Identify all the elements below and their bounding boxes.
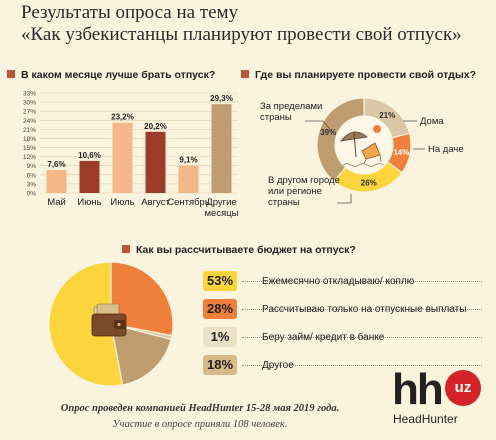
y-tick-label: 6% <box>27 172 37 179</box>
bar <box>112 122 133 193</box>
beach-illustration <box>335 116 393 174</box>
bar <box>46 169 67 193</box>
bullet-icon <box>7 70 15 78</box>
budget-pct-other: 18% <box>203 355 237 375</box>
y-tick-label: 9% <box>27 163 37 170</box>
row-divider <box>242 365 482 366</box>
row-divider <box>242 309 482 310</box>
bar-value-label: 7,6% <box>47 160 65 169</box>
bar-chart-value-labels: 7,6% 10,6% 23,2% 20,2% 9,1% 29,3% <box>47 94 232 169</box>
budget-chart-title: Как вы рассчитываете бюджет на отпуск? <box>136 244 356 256</box>
budget-label-other: Другое <box>262 360 294 371</box>
bar-value-label: 29,3% <box>210 94 233 103</box>
page-title-line1: Результаты опроса на тему <box>21 2 239 23</box>
bar-chart-title: В каком месяце лучше брать отпуск? <box>21 69 216 81</box>
bar <box>178 165 199 193</box>
bar-chart-grid <box>40 92 238 194</box>
bar-chart-question: В каком месяце лучше брать отпуск? <box>7 69 215 81</box>
y-tick-label: 30% <box>23 100 36 107</box>
y-tick-label: 33% <box>23 91 36 98</box>
donut-label-home: Дома <box>420 116 444 127</box>
donut-chart: 21% 14% 26% 39% <box>305 97 425 204</box>
category-label: Май <box>47 197 66 208</box>
category-label: Июль <box>110 197 134 208</box>
logo-mark: hh <box>392 365 444 414</box>
page-title-line2: «Как узбекистанцы планируют провести сво… <box>21 24 462 45</box>
category-label: Сентябрь <box>167 197 210 208</box>
bar <box>211 104 232 193</box>
bar-value-label: 20,2% <box>144 122 167 131</box>
donut-value-label: 14% <box>393 148 409 157</box>
callout-abroad <box>305 120 334 134</box>
budget-chart-question: Как вы рассчитываете бюджет на отпуск? <box>122 244 356 256</box>
donut-value-label: 21% <box>379 111 395 120</box>
donut-chart-question: Где вы планируете провести свой отдых? <box>241 69 476 81</box>
y-tick-label: 27% <box>23 109 36 116</box>
footer-source: Опрос проведен компанией HeadHunter 15-2… <box>60 403 340 414</box>
budget-label-loan: Беру займ/ кредит в банке <box>262 332 385 343</box>
budget-pct-vacation-pay: 28% <box>203 299 237 319</box>
y-tick-label: 0% <box>27 191 37 198</box>
callout-other-city <box>337 194 352 204</box>
donut-label-abroad: За пределами страны <box>260 101 323 123</box>
bar <box>79 160 100 193</box>
row-divider <box>242 337 482 338</box>
donut-value-label: 26% <box>361 179 377 188</box>
y-tick-label: 12% <box>23 154 36 161</box>
bar-chart-bars <box>46 104 232 193</box>
bar <box>145 131 166 193</box>
bullet-icon <box>241 70 249 78</box>
budget-label-vacation-pay: Рассчитываю только на отпускные выплаты <box>262 304 467 315</box>
footer-participants: Участие в опросе приняли 108 человек. <box>112 419 288 430</box>
bullet-icon <box>122 245 130 253</box>
category-label: месяцы <box>205 208 239 219</box>
row-divider <box>242 281 482 282</box>
y-tick-label: 15% <box>23 145 36 152</box>
budget-pie-chart <box>48 261 174 387</box>
pie-slice <box>110 323 172 386</box>
bar-chart-yticks: 0% 3% 6% 9% 12% 15% 18% 21% 24% 27% 30% 33% <box>23 91 36 198</box>
bar-value-label: 10,6% <box>78 151 101 160</box>
category-label: Другие <box>206 197 236 208</box>
bar-value-label: 9,1% <box>179 155 197 164</box>
budget-pct-saving: 53% <box>203 271 237 291</box>
budget-pie-slices <box>48 261 174 387</box>
y-tick-label: 21% <box>23 127 36 134</box>
budget-pct-loan: 1% <box>203 327 237 347</box>
pie-slice <box>110 261 174 337</box>
y-tick-label: 18% <box>23 136 36 143</box>
y-tick-label: 24% <box>23 118 36 125</box>
bar-value-label: 23,2% <box>111 113 134 122</box>
donut-value-labels: 21% 14% 26% 39% <box>320 111 409 188</box>
donut-label-dacha: На даче <box>428 144 464 155</box>
category-label: Август <box>141 197 170 208</box>
wallet-icon <box>91 303 127 337</box>
logo-name: HeadHunter <box>393 412 458 426</box>
y-tick-label: 3% <box>27 181 37 188</box>
pie-slice <box>48 261 124 387</box>
budget-label-saving: Ежемесячно откладываю/ коплю <box>262 276 415 287</box>
donut-value-label: 39% <box>320 128 336 137</box>
bar-chart: 0% 3% 6% 9% 12% 15% 18% 21% 24% 27% 30% 33% 7,6% 10,… <box>23 91 239 220</box>
category-label: Июнь <box>77 197 101 208</box>
donut-label-other-city: В другом городе или регионе страны <box>268 175 340 208</box>
logo-badge: uz <box>445 370 481 406</box>
headhunter-logo: hh uz HeadHunter <box>392 368 492 436</box>
donut-chart-title: Где вы планируете провести свой отдых? <box>255 69 477 81</box>
